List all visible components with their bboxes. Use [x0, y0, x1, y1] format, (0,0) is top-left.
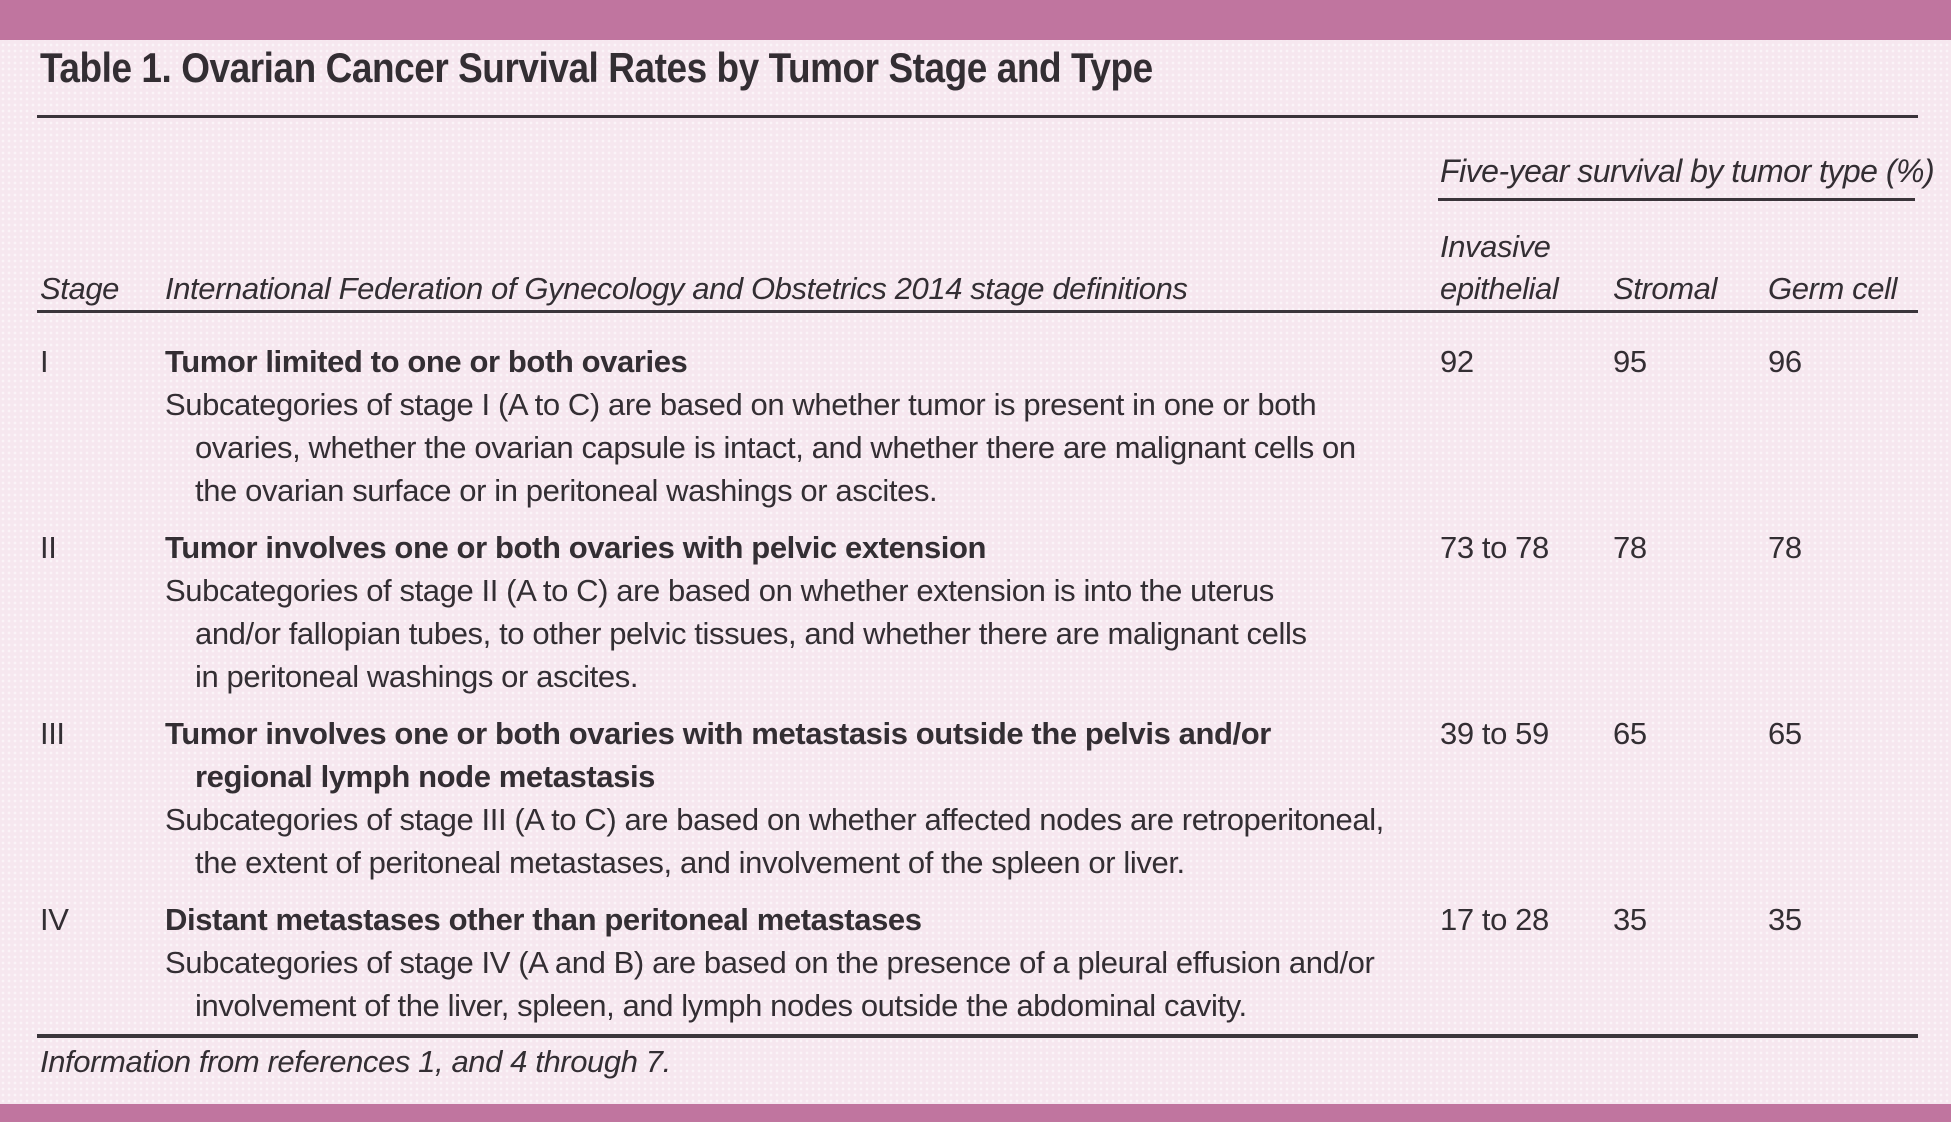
- title-rule: [37, 115, 1918, 118]
- definition-detail: Subcategories of stage IV (A and B) are …: [165, 945, 1375, 1023]
- spanner-heading: Five-year survival by tumor type (%): [1440, 153, 1935, 189]
- column-header-stromal: Stromal: [1613, 271, 1718, 306]
- definition-cell: Distant metastases other than peritoneal…: [165, 898, 1440, 1027]
- definition-cell: Tumor involves one or both ovaries with …: [165, 526, 1440, 698]
- stage-numeral: IV: [40, 902, 69, 937]
- definition-title: Tumor limited to one or both ovaries: [165, 344, 688, 379]
- definition-detail: Subcategories of stage I (A to C) are ba…: [165, 387, 1356, 508]
- table-row-stage-4: IV Distant metastases other than periton…: [40, 898, 1918, 1027]
- spanner-rule: [1438, 198, 1915, 201]
- table-title: Table 1. Ovarian Cancer Survival Rates b…: [40, 44, 1153, 91]
- value-invasive-epithelial: 39 to 59: [1440, 716, 1549, 751]
- table-row-stage-2: II Tumor involves one or both ovaries wi…: [40, 526, 1918, 698]
- value-germ-cell: 35: [1768, 902, 1802, 937]
- table-row-stage-1: I Tumor limited to one or both ovaries S…: [40, 340, 1918, 512]
- column-header-invasive-epithelial: Invasive epithelial: [1440, 229, 1559, 306]
- definition-cell: Tumor limited to one or both ovaries Sub…: [165, 340, 1440, 512]
- value-invasive-epithelial: 17 to 28: [1440, 902, 1549, 937]
- column-header-stage: Stage: [40, 271, 120, 306]
- definition-title: Tumor involves one or both ovaries with …: [165, 530, 987, 565]
- stage-numeral: III: [40, 716, 65, 751]
- definition-cell: Tumor involves one or both ovaries with …: [165, 712, 1440, 884]
- footer-rule: [37, 1034, 1918, 1038]
- column-header-germ-cell: Germ cell: [1768, 271, 1898, 306]
- header-rule: [37, 310, 1918, 313]
- value-stromal: 95: [1613, 344, 1647, 379]
- source-footnote: Information from references 1, and 4 thr…: [40, 1044, 671, 1079]
- definition-detail: Subcategories of stage III (A to C) are …: [165, 802, 1384, 880]
- value-invasive-epithelial: 92: [1440, 344, 1474, 379]
- value-germ-cell: 78: [1768, 530, 1802, 565]
- column-header-stage-definitions: International Federation of Gynecology a…: [165, 271, 1188, 306]
- value-stromal: 78: [1613, 530, 1647, 565]
- value-germ-cell: 65: [1768, 716, 1802, 751]
- value-stromal: 65: [1613, 716, 1647, 751]
- bottom-accent-bar: [0, 1104, 1951, 1122]
- definition-detail: Subcategories of stage II (A to C) are b…: [165, 573, 1307, 694]
- stage-numeral: II: [40, 530, 57, 565]
- table-body: I Tumor limited to one or both ovaries S…: [40, 340, 1918, 1027]
- table-row-stage-3: III Tumor involves one or both ovaries w…: [40, 712, 1918, 884]
- definition-title: Distant metastases other than peritoneal…: [165, 902, 922, 937]
- value-invasive-epithelial: 73 to 78: [1440, 530, 1549, 565]
- value-stromal: 35: [1613, 902, 1647, 937]
- top-accent-bar: [0, 0, 1951, 40]
- stage-numeral: I: [40, 344, 49, 379]
- definition-title: Tumor involves one or both ovaries with …: [165, 716, 1271, 794]
- value-germ-cell: 96: [1768, 344, 1802, 379]
